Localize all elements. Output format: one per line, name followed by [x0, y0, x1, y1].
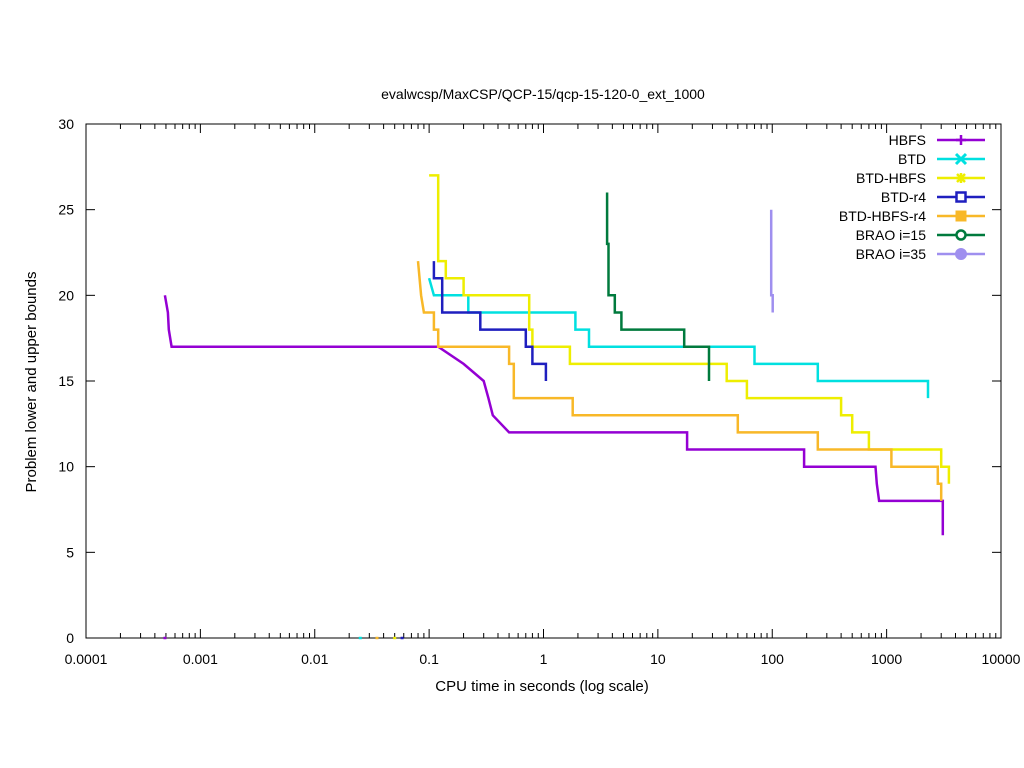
legend-marker-filled-square — [955, 210, 967, 222]
x-tick-label: 10000 — [982, 651, 1021, 667]
x-tick-label: 100 — [761, 651, 785, 667]
y-axis: 0 5 10 15 20 25 30 — [58, 116, 1001, 646]
legend-label: HBFS — [889, 132, 926, 148]
legend-marker-plus — [956, 135, 966, 145]
legend-entry-btd-r4: BTD-r4 — [881, 189, 985, 205]
legend-label: BTD-HBFS — [856, 170, 926, 186]
legend-entry-hbfs: HBFS — [889, 132, 985, 148]
x-tick-label: 1 — [540, 651, 548, 667]
x-tick-label: 0.0001 — [65, 651, 108, 667]
series-hbfs — [163, 295, 945, 640]
series-btd-hbfs — [393, 174, 951, 640]
series-line-btd — [427, 277, 930, 399]
legend-entry-btd-hbfs: BTD-HBFS — [856, 170, 985, 186]
x-tick-label: 0.001 — [183, 651, 218, 667]
legend-entry-btd-hbfs-r4: BTD-HBFS-r4 — [839, 208, 985, 224]
y-tick-label: 10 — [58, 459, 74, 475]
legend-entry-btd: BTD — [898, 151, 985, 167]
y-tick-label: 25 — [58, 202, 74, 218]
y-tick-label: 5 — [66, 544, 74, 560]
x-axis: 0.0001 0.001 0.01 0.1 1 10 100 1000 10000 — [65, 124, 1021, 667]
series-line-brao-i-35 — [769, 209, 774, 313]
series-line-btd-hbfs-r4 — [416, 260, 943, 501]
legend-marker-x — [954, 152, 968, 166]
series-btd-r4 — [400, 261, 548, 640]
legend-marker-open-square — [955, 191, 967, 203]
series-line-btd-r4 — [432, 261, 548, 381]
legend-entry-brao-i-35: BRAO i=35 — [856, 246, 985, 262]
legend-marker-open-circle — [955, 229, 967, 241]
legend-label: BTD-r4 — [881, 189, 926, 205]
series-layer — [163, 174, 951, 640]
x-tick-label: 1000 — [871, 651, 902, 667]
legend-marker-filled-circle — [955, 248, 967, 260]
legend-marker-star — [956, 173, 966, 183]
series-brao-i-35 — [769, 209, 774, 313]
x-tick-label: 0.01 — [301, 651, 328, 667]
series-btd — [358, 277, 930, 640]
legend-label: BTD-HBFS-r4 — [839, 208, 926, 224]
series-line-hbfs — [163, 295, 945, 536]
series-line-btd-hbfs — [429, 174, 951, 484]
x-axis-title: CPU time in seconds (log scale) — [435, 678, 648, 695]
y-axis-title: Problem lower and upper bounds — [23, 272, 40, 493]
legend-label: BRAO i=35 — [856, 246, 927, 262]
y-tick-label: 15 — [58, 373, 74, 389]
x-tick-label: 0.1 — [419, 651, 439, 667]
chart-title: evalwcsp/MaxCSP/QCP-15/qcp-15-120-0_ext_… — [381, 86, 705, 102]
legend: HBFS BTD BTD-HBFS BTD-r4 BTD-HBFS-r4 BRAO i=1… — [839, 132, 985, 262]
series-btd-hbfs-r4 — [375, 260, 943, 640]
legend-label: BTD — [898, 151, 926, 167]
legend-entry-brao-i-15: BRAO i=15 — [856, 227, 985, 243]
y-tick-label: 0 — [66, 630, 74, 646]
legend-label: BRAO i=15 — [856, 227, 927, 243]
y-tick-label: 20 — [58, 287, 74, 303]
series-line-brao-i-15 — [605, 192, 711, 381]
series-brao-i-15 — [605, 192, 711, 381]
y-tick-label: 30 — [58, 116, 74, 132]
x-tick-label: 10 — [650, 651, 666, 667]
